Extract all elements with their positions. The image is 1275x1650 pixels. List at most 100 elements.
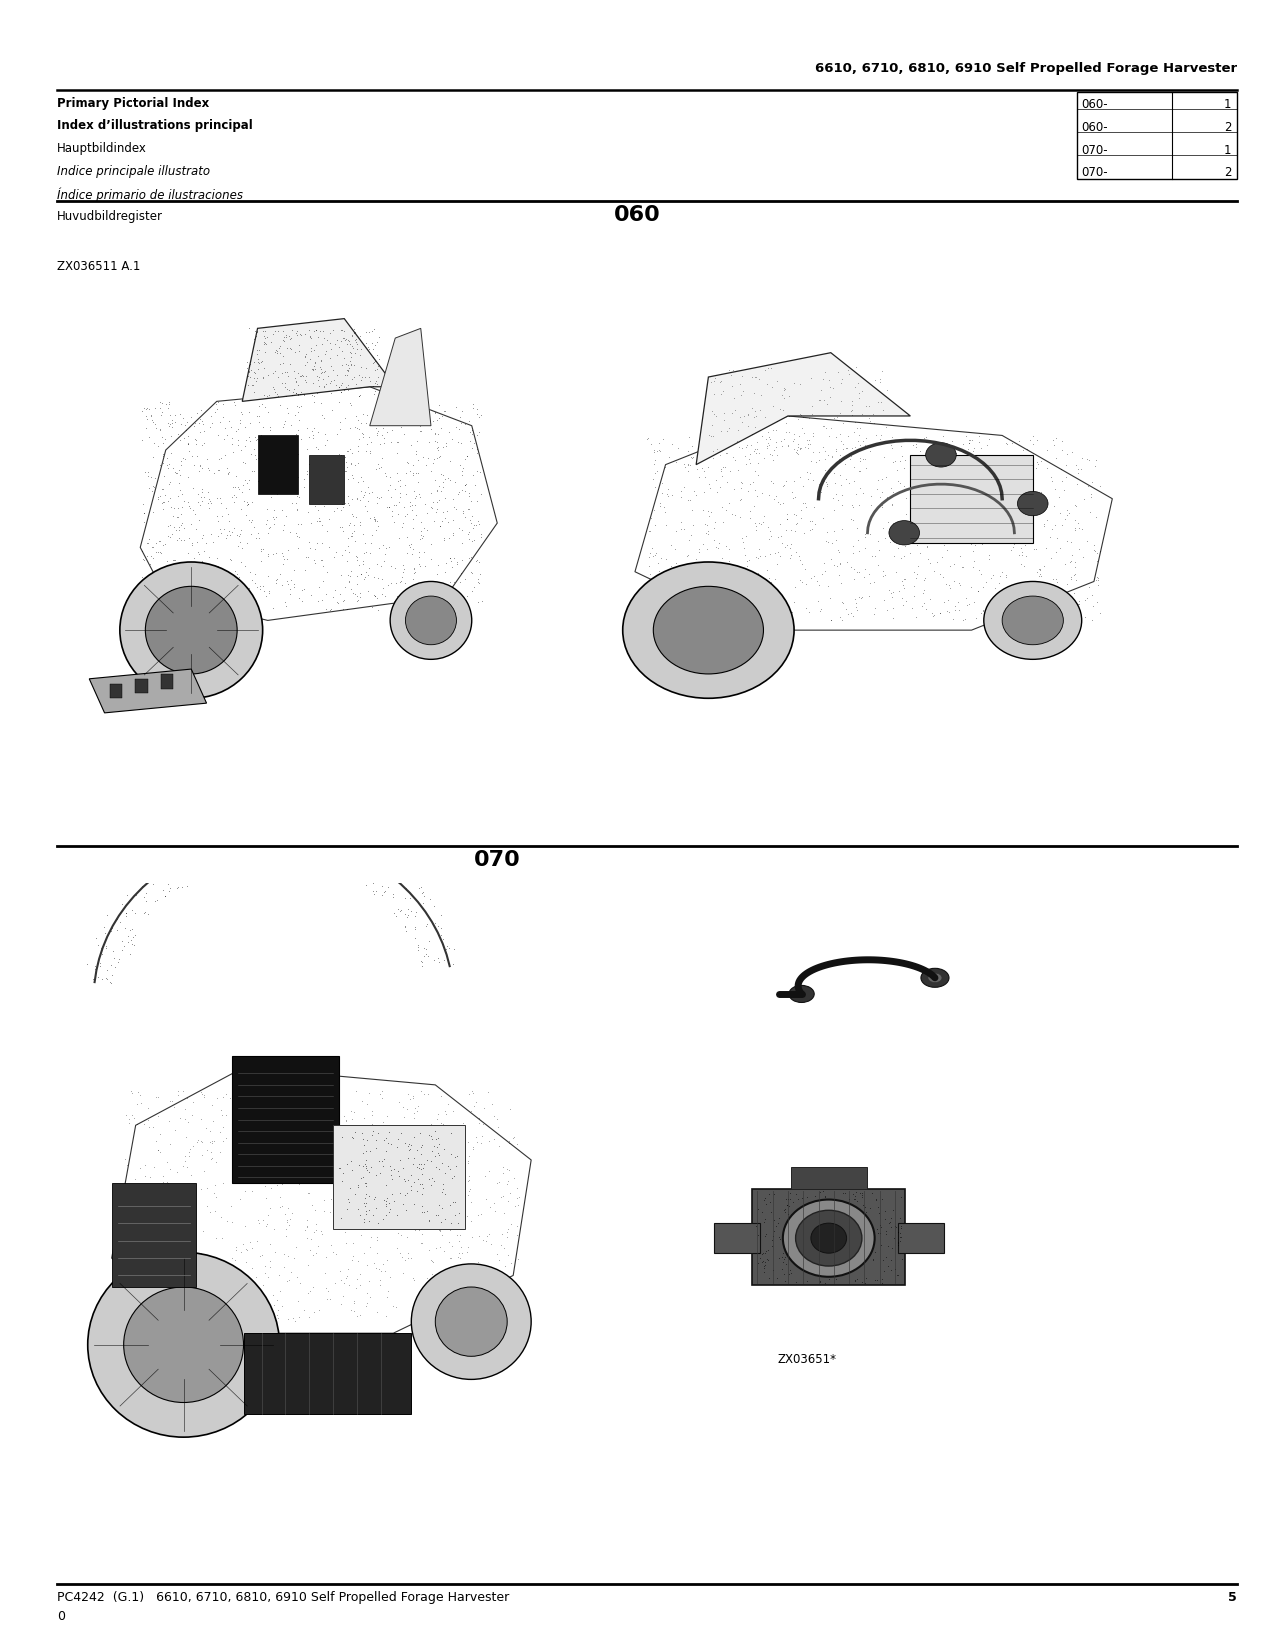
Point <box>182 475 203 502</box>
Point <box>442 1233 463 1259</box>
Point <box>356 1193 376 1219</box>
Point <box>161 556 181 582</box>
Point <box>775 1267 796 1294</box>
Point <box>411 518 431 544</box>
Point <box>440 1246 460 1272</box>
Point <box>1042 464 1062 490</box>
Point <box>372 1206 393 1233</box>
Point <box>342 500 362 526</box>
Point <box>245 1307 265 1333</box>
Point <box>149 482 170 508</box>
Point <box>136 1236 157 1262</box>
Point <box>427 1138 448 1165</box>
Point <box>269 1262 289 1289</box>
Point <box>332 1160 352 1186</box>
Point <box>337 1152 357 1178</box>
Circle shape <box>889 521 919 544</box>
Point <box>871 389 891 416</box>
Point <box>660 553 681 579</box>
Point <box>788 431 808 457</box>
Point <box>228 1292 249 1318</box>
Point <box>125 899 145 926</box>
Point <box>136 1172 157 1198</box>
Point <box>845 589 866 615</box>
Point <box>830 388 850 414</box>
Point <box>201 592 222 619</box>
Point <box>784 370 805 396</box>
Point <box>793 520 813 546</box>
Point <box>717 417 737 444</box>
Point <box>213 1084 233 1110</box>
Point <box>280 830 301 856</box>
Point <box>134 582 154 609</box>
Point <box>277 1167 297 1193</box>
Point <box>148 432 168 459</box>
Point <box>265 1145 286 1172</box>
Point <box>843 507 863 533</box>
Point <box>226 592 246 619</box>
Point <box>380 472 400 498</box>
Point <box>302 417 323 444</box>
Point <box>400 884 421 911</box>
Point <box>408 1155 428 1181</box>
Point <box>456 442 477 469</box>
Point <box>909 447 929 474</box>
Point <box>333 518 353 544</box>
Point <box>729 576 750 602</box>
Point <box>959 472 979 498</box>
Point <box>198 845 218 871</box>
Point <box>286 421 306 447</box>
Point <box>427 1129 448 1155</box>
Point <box>376 1304 397 1330</box>
Point <box>342 520 362 546</box>
Point <box>181 512 201 538</box>
Point <box>263 462 283 488</box>
Point <box>448 1244 468 1270</box>
Point <box>390 1112 411 1138</box>
Point <box>775 533 796 559</box>
Point <box>356 1153 376 1180</box>
Point <box>266 381 287 408</box>
Point <box>247 342 268 368</box>
Point <box>170 401 190 427</box>
Point <box>237 371 258 398</box>
Point <box>403 1150 423 1176</box>
Point <box>218 459 238 485</box>
Point <box>244 457 264 483</box>
Point <box>159 469 180 495</box>
Point <box>817 472 838 498</box>
Point <box>241 356 261 383</box>
Point <box>238 475 259 502</box>
Point <box>827 553 848 579</box>
Point <box>228 432 249 459</box>
Point <box>277 1119 297 1145</box>
Point <box>831 569 852 596</box>
Point <box>297 1213 317 1239</box>
Point <box>367 417 388 444</box>
Point <box>820 375 840 401</box>
Point <box>291 363 311 389</box>
Point <box>273 835 293 861</box>
Point <box>754 1259 774 1285</box>
Text: 5: 5 <box>1228 1591 1237 1604</box>
Point <box>782 478 802 505</box>
Point <box>231 528 251 554</box>
Point <box>218 817 238 843</box>
Point <box>914 508 935 535</box>
Point <box>915 424 936 450</box>
Point <box>288 512 309 538</box>
Point <box>317 1279 338 1305</box>
Point <box>756 1238 776 1264</box>
Point <box>640 431 660 457</box>
Point <box>460 510 481 536</box>
Point <box>223 389 244 416</box>
Point <box>179 525 199 551</box>
Point <box>810 1269 830 1295</box>
Point <box>380 1162 400 1188</box>
Point <box>748 449 769 475</box>
Point <box>949 596 969 622</box>
Point <box>719 490 739 516</box>
Point <box>371 881 391 908</box>
Point <box>279 1267 300 1294</box>
Point <box>311 1097 332 1124</box>
